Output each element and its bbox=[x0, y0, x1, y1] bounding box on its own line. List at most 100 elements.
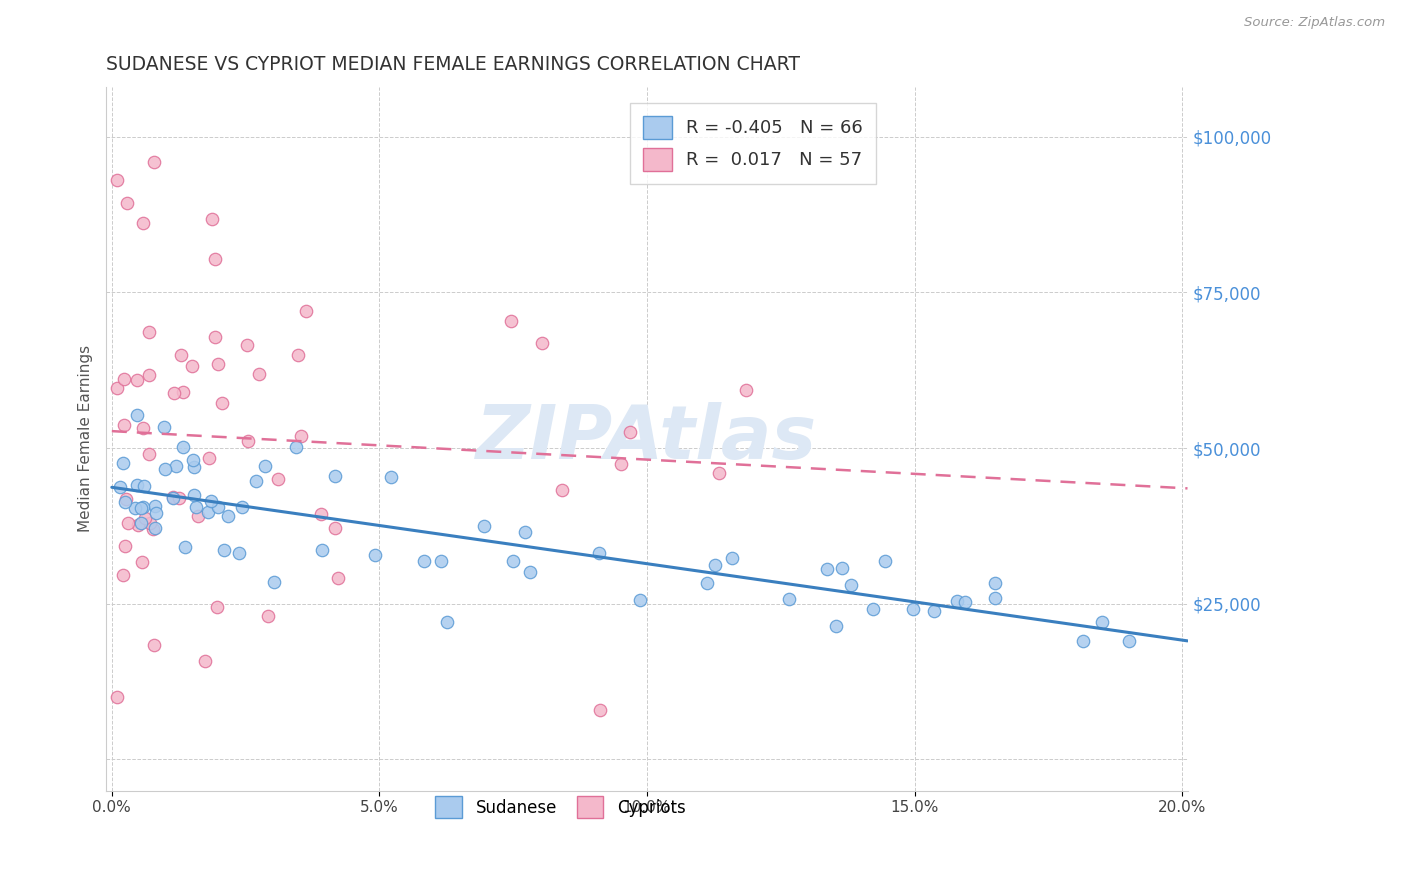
Text: ZIPAtlas: ZIPAtlas bbox=[477, 402, 817, 475]
Point bbox=[328, 571, 350, 585]
Point bbox=[132, 500, 155, 514]
Point bbox=[236, 434, 259, 448]
Point bbox=[205, 600, 228, 615]
Point bbox=[212, 543, 235, 558]
Point bbox=[984, 591, 1007, 605]
Point bbox=[167, 491, 190, 505]
Point bbox=[105, 380, 128, 394]
Point bbox=[139, 516, 162, 530]
Point bbox=[831, 561, 853, 575]
Point bbox=[204, 252, 226, 267]
Point bbox=[108, 480, 131, 494]
Point bbox=[735, 383, 758, 397]
Point bbox=[187, 508, 209, 523]
Point bbox=[138, 325, 160, 339]
Point bbox=[184, 500, 207, 514]
Point bbox=[413, 554, 436, 568]
Point bbox=[707, 466, 730, 480]
Point bbox=[132, 421, 155, 435]
Point bbox=[200, 494, 222, 508]
Point bbox=[778, 592, 800, 607]
Point bbox=[290, 429, 312, 443]
Point bbox=[436, 615, 458, 629]
Point bbox=[183, 488, 205, 502]
Point bbox=[114, 539, 136, 553]
Point bbox=[287, 347, 309, 361]
Point bbox=[111, 568, 134, 582]
Point bbox=[204, 330, 226, 344]
Point bbox=[117, 516, 139, 530]
Point bbox=[183, 460, 205, 475]
Point bbox=[127, 517, 149, 532]
Point bbox=[143, 638, 166, 652]
Point bbox=[112, 417, 135, 432]
Point bbox=[169, 348, 191, 362]
Point bbox=[134, 479, 156, 493]
Point bbox=[704, 558, 727, 572]
Point bbox=[194, 654, 217, 668]
Point bbox=[115, 195, 138, 210]
Point bbox=[127, 477, 149, 491]
Point bbox=[138, 447, 160, 461]
Point bbox=[311, 542, 333, 557]
Point bbox=[114, 494, 136, 508]
Text: SUDANESE VS CYPRIOT MEDIAN FEMALE EARNINGS CORRELATION CHART: SUDANESE VS CYPRIOT MEDIAN FEMALE EARNIN… bbox=[107, 55, 800, 74]
Point bbox=[309, 507, 332, 521]
Point bbox=[165, 458, 187, 473]
Point bbox=[134, 510, 156, 524]
Point bbox=[245, 475, 267, 489]
Point bbox=[125, 374, 148, 388]
Point bbox=[124, 501, 146, 516]
Point bbox=[217, 509, 239, 524]
Point bbox=[531, 336, 554, 351]
Point bbox=[696, 575, 718, 590]
Point bbox=[323, 521, 346, 535]
Point bbox=[862, 602, 884, 616]
Point bbox=[112, 456, 135, 470]
Y-axis label: Median Female Earnings: Median Female Earnings bbox=[79, 345, 93, 533]
Point bbox=[513, 525, 536, 540]
Point bbox=[173, 540, 195, 554]
Point bbox=[922, 604, 945, 618]
Point bbox=[155, 462, 177, 476]
Point bbox=[610, 457, 633, 471]
Point bbox=[502, 554, 524, 568]
Point bbox=[198, 451, 221, 466]
Point bbox=[105, 690, 128, 705]
Point bbox=[1118, 634, 1140, 648]
Point bbox=[153, 420, 176, 434]
Point bbox=[181, 359, 204, 374]
Point bbox=[236, 337, 259, 351]
Point bbox=[143, 521, 166, 535]
Point bbox=[228, 546, 250, 560]
Point bbox=[197, 505, 219, 519]
Point bbox=[127, 409, 149, 423]
Point bbox=[589, 703, 612, 717]
Point bbox=[207, 357, 229, 371]
Point bbox=[231, 500, 253, 515]
Text: Source: ZipAtlas.com: Source: ZipAtlas.com bbox=[1244, 16, 1385, 29]
Point bbox=[172, 440, 194, 454]
Point bbox=[143, 499, 166, 513]
Point bbox=[825, 619, 848, 633]
Point bbox=[181, 453, 204, 467]
Point bbox=[721, 551, 744, 566]
Point bbox=[903, 602, 925, 616]
Point bbox=[815, 562, 838, 576]
Point bbox=[257, 609, 280, 624]
Point bbox=[142, 522, 165, 536]
Point bbox=[207, 500, 229, 514]
Point bbox=[873, 554, 896, 568]
Point bbox=[364, 548, 387, 562]
Point bbox=[295, 303, 318, 318]
Point bbox=[143, 154, 166, 169]
Point bbox=[138, 368, 160, 382]
Point bbox=[499, 314, 522, 328]
Point bbox=[129, 501, 152, 516]
Point bbox=[1071, 634, 1094, 648]
Point bbox=[162, 491, 184, 506]
Point bbox=[131, 555, 153, 569]
Point bbox=[619, 425, 641, 440]
Point bbox=[114, 492, 136, 507]
Point bbox=[247, 367, 270, 381]
